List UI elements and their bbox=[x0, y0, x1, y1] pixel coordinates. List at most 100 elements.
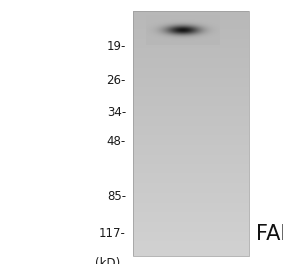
Bar bbox=[133, 134, 249, 135]
Bar bbox=[133, 117, 249, 118]
Bar bbox=[133, 29, 249, 30]
Bar bbox=[133, 87, 249, 88]
Bar bbox=[133, 82, 249, 83]
Bar bbox=[133, 70, 249, 71]
Bar bbox=[133, 125, 249, 126]
Bar bbox=[133, 246, 249, 247]
Bar bbox=[133, 49, 249, 50]
Bar bbox=[133, 149, 249, 150]
Bar bbox=[133, 118, 249, 119]
Bar bbox=[133, 110, 249, 111]
Bar bbox=[133, 32, 249, 33]
Bar bbox=[133, 20, 249, 21]
Bar bbox=[133, 80, 249, 81]
Bar bbox=[133, 34, 249, 35]
Bar bbox=[133, 30, 249, 31]
Bar bbox=[133, 126, 249, 127]
Bar bbox=[133, 243, 249, 244]
Bar bbox=[133, 133, 249, 134]
Bar bbox=[133, 157, 249, 158]
Bar bbox=[133, 209, 249, 210]
Bar bbox=[133, 78, 249, 79]
Bar bbox=[133, 60, 249, 62]
Bar bbox=[133, 62, 249, 63]
Bar bbox=[133, 57, 249, 58]
Bar bbox=[133, 196, 249, 197]
Bar bbox=[133, 185, 249, 186]
Bar bbox=[133, 200, 249, 201]
Bar bbox=[133, 26, 249, 27]
Bar bbox=[133, 79, 249, 80]
Bar bbox=[133, 129, 249, 130]
Bar bbox=[133, 213, 249, 214]
Bar bbox=[133, 119, 249, 120]
Bar bbox=[133, 94, 249, 95]
Bar bbox=[133, 132, 249, 133]
Bar bbox=[133, 168, 249, 169]
Bar bbox=[133, 58, 249, 59]
Text: 85-: 85- bbox=[107, 190, 126, 203]
Bar bbox=[133, 92, 249, 93]
Bar bbox=[133, 231, 249, 232]
Bar bbox=[133, 76, 249, 77]
Bar bbox=[133, 55, 249, 56]
Bar bbox=[133, 33, 249, 34]
Bar bbox=[133, 191, 249, 192]
Bar bbox=[133, 241, 249, 242]
Bar bbox=[133, 44, 249, 45]
Bar bbox=[133, 210, 249, 211]
Bar bbox=[133, 207, 249, 208]
Bar bbox=[133, 46, 249, 47]
Bar bbox=[133, 110, 249, 111]
Bar bbox=[133, 87, 249, 89]
Bar bbox=[133, 177, 249, 178]
Bar bbox=[133, 182, 249, 183]
Bar bbox=[133, 168, 249, 169]
Bar bbox=[133, 20, 249, 21]
Bar bbox=[133, 228, 249, 229]
Bar bbox=[133, 74, 249, 76]
Bar bbox=[133, 40, 249, 41]
Bar bbox=[133, 179, 249, 180]
Bar bbox=[133, 153, 249, 154]
Bar bbox=[133, 144, 249, 145]
Bar bbox=[133, 15, 249, 16]
Bar bbox=[133, 42, 249, 43]
Bar bbox=[133, 215, 249, 216]
Bar bbox=[133, 36, 249, 37]
Bar bbox=[133, 14, 249, 15]
Bar bbox=[133, 254, 249, 256]
Text: 26-: 26- bbox=[107, 74, 126, 87]
Bar bbox=[133, 69, 249, 70]
Bar bbox=[133, 221, 249, 222]
Bar bbox=[133, 109, 249, 110]
Bar bbox=[133, 251, 249, 252]
Bar bbox=[133, 114, 249, 115]
Bar bbox=[133, 155, 249, 156]
Bar bbox=[133, 90, 249, 91]
Bar bbox=[133, 23, 249, 24]
Bar bbox=[133, 84, 249, 85]
Bar bbox=[133, 166, 249, 167]
Bar bbox=[133, 240, 249, 241]
Bar bbox=[133, 88, 249, 89]
Bar bbox=[133, 45, 249, 46]
Bar bbox=[133, 161, 249, 162]
Bar bbox=[133, 74, 249, 75]
Bar bbox=[133, 151, 249, 152]
Bar bbox=[133, 239, 249, 240]
Bar bbox=[133, 113, 249, 114]
Bar bbox=[133, 96, 249, 98]
Bar bbox=[133, 48, 249, 49]
Bar bbox=[133, 105, 249, 106]
Bar bbox=[133, 186, 249, 187]
Bar bbox=[133, 91, 249, 92]
Bar bbox=[133, 189, 249, 190]
Bar bbox=[133, 194, 249, 195]
Bar bbox=[133, 197, 249, 198]
Bar bbox=[133, 169, 249, 171]
Bar bbox=[133, 241, 249, 242]
Bar bbox=[133, 124, 249, 125]
Bar bbox=[133, 37, 249, 39]
Bar bbox=[133, 77, 249, 78]
